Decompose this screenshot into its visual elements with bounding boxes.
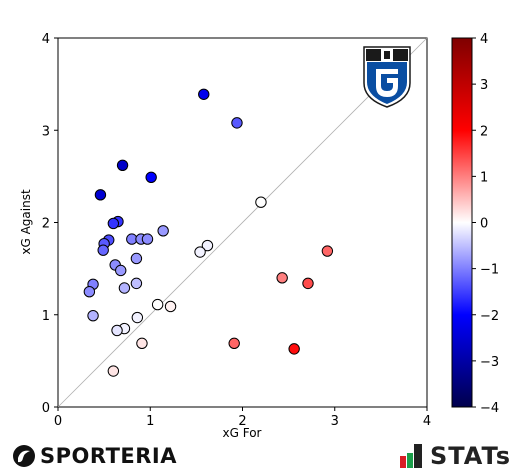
data-point-0 <box>198 88 210 100</box>
colorbar-tick-label: 4 <box>480 32 488 47</box>
data-point-5 <box>255 196 267 208</box>
scatter-points <box>83 88 334 377</box>
data-point-2 <box>116 159 129 172</box>
colorbar-ticks: 4 3 2 1 0 −1 −2 −3 −4 <box>472 32 499 416</box>
colorbar-tick-label: −4 <box>480 401 499 416</box>
data-point-1 <box>231 117 243 129</box>
stats-mark-icon <box>400 444 422 468</box>
club-crest-icon <box>363 46 411 108</box>
y-tick-label: 3 <box>42 124 50 139</box>
stats-logo: STATs <box>398 442 511 470</box>
colorbar-tick-label: 3 <box>480 78 488 93</box>
data-point-25 <box>118 282 131 294</box>
y-axis-ticks: 0 1 2 3 4 <box>42 32 58 416</box>
diagonal-reference-line <box>57 37 428 408</box>
data-point-14 <box>97 244 109 256</box>
colorbar-tick-label: −1 <box>480 263 499 278</box>
colorbar <box>451 37 473 408</box>
data-point-28 <box>164 300 177 313</box>
y-axis-label: xG Against <box>19 189 33 255</box>
sporteria-logo: SPORTERIA <box>12 442 177 470</box>
x-tick-label: 3 <box>331 414 339 429</box>
data-point-32 <box>111 324 123 337</box>
data-point-29 <box>87 309 99 322</box>
data-point-15 <box>201 239 214 252</box>
data-point-16 <box>194 246 206 258</box>
x-axis-ticks: 0 1 2 3 4 <box>54 407 431 429</box>
data-point-22 <box>302 277 314 290</box>
colorbar-tick-label: 0 <box>480 217 488 232</box>
data-point-26 <box>83 285 96 298</box>
data-point-20 <box>115 264 127 277</box>
data-point-27 <box>151 298 164 311</box>
x-axis-label: xG For <box>223 426 262 440</box>
data-point-35 <box>288 343 300 355</box>
y-tick-label: 0 <box>42 401 50 416</box>
x-tick-label: 2 <box>238 414 246 429</box>
data-point-17 <box>321 245 334 257</box>
data-point-11 <box>141 233 154 245</box>
colorbar-tick-label: 2 <box>480 124 488 139</box>
data-point-34 <box>136 337 148 350</box>
colorbar-tick-label: −3 <box>480 355 499 370</box>
data-point-21 <box>276 272 288 284</box>
data-point-30 <box>131 311 144 324</box>
y-tick-label: 1 <box>42 309 50 324</box>
y-tick-label: 4 <box>42 32 50 47</box>
data-point-3 <box>145 171 157 183</box>
colorbar-tick-label: −2 <box>480 309 499 324</box>
x-tick-label: 1 <box>146 414 154 429</box>
data-point-4 <box>94 189 107 201</box>
xg-scatter-chart: 0 1 2 3 4 0 1 2 3 4 4 3 2 1 0 −1 −2 −3 −4 xG For xG Agai… <box>19 32 499 440</box>
data-point-7 <box>107 217 120 230</box>
x-tick-label: 0 <box>54 414 62 429</box>
data-point-23 <box>130 277 143 290</box>
sporteria-wordmark: SPORTERIA <box>40 444 178 468</box>
data-point-36 <box>107 365 120 377</box>
data-point-18 <box>130 252 143 265</box>
sporteria-mark-icon <box>13 445 35 467</box>
data-point-8 <box>157 225 169 237</box>
data-point-33 <box>228 337 240 350</box>
y-tick-label: 2 <box>42 217 50 232</box>
stats-wordmark: STATs <box>430 442 511 470</box>
x-tick-label: 4 <box>423 414 431 429</box>
colorbar-tick-label: 1 <box>480 170 488 185</box>
